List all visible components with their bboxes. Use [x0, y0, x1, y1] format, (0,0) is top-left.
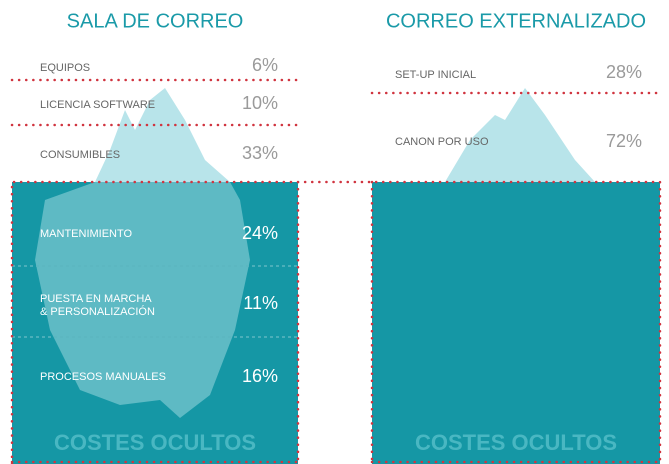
infographic: SALA DE CORREO CORREO EXTERNALIZADO EQUI…	[0, 0, 669, 464]
item-label: CONSUMIBLES	[40, 149, 120, 161]
item-value: 24%	[242, 223, 278, 243]
item-value: 16%	[242, 366, 278, 386]
title: SALA DE CORREO	[67, 10, 244, 32]
item-value: 10%	[242, 93, 278, 113]
item-value: 72%	[606, 131, 642, 151]
item-value: 11%	[243, 293, 278, 313]
footer: COSTES OCULTOS	[415, 430, 617, 455]
item-value: 33%	[242, 143, 278, 163]
item-label: PROCESOS MANUALES	[40, 371, 166, 383]
item-value: 6%	[252, 55, 278, 75]
item-label: SET-UP INICIAL	[395, 69, 476, 81]
item-label: LICENCIA SOFTWARE	[40, 99, 155, 111]
item-label: PUESTA EN MARCHA	[40, 293, 152, 305]
footer: COSTES OCULTOS	[54, 430, 256, 455]
item-value: 28%	[606, 62, 642, 82]
water-right	[372, 182, 660, 464]
item-label: EQUIPOS	[40, 62, 90, 74]
item-label: & PERSONALIZACIÓN	[40, 305, 155, 318]
title: CORREO EXTERNALIZADO	[386, 10, 646, 32]
item-label: MANTENIMIENTO	[40, 228, 133, 240]
item-label: CANON POR USO	[395, 136, 489, 148]
